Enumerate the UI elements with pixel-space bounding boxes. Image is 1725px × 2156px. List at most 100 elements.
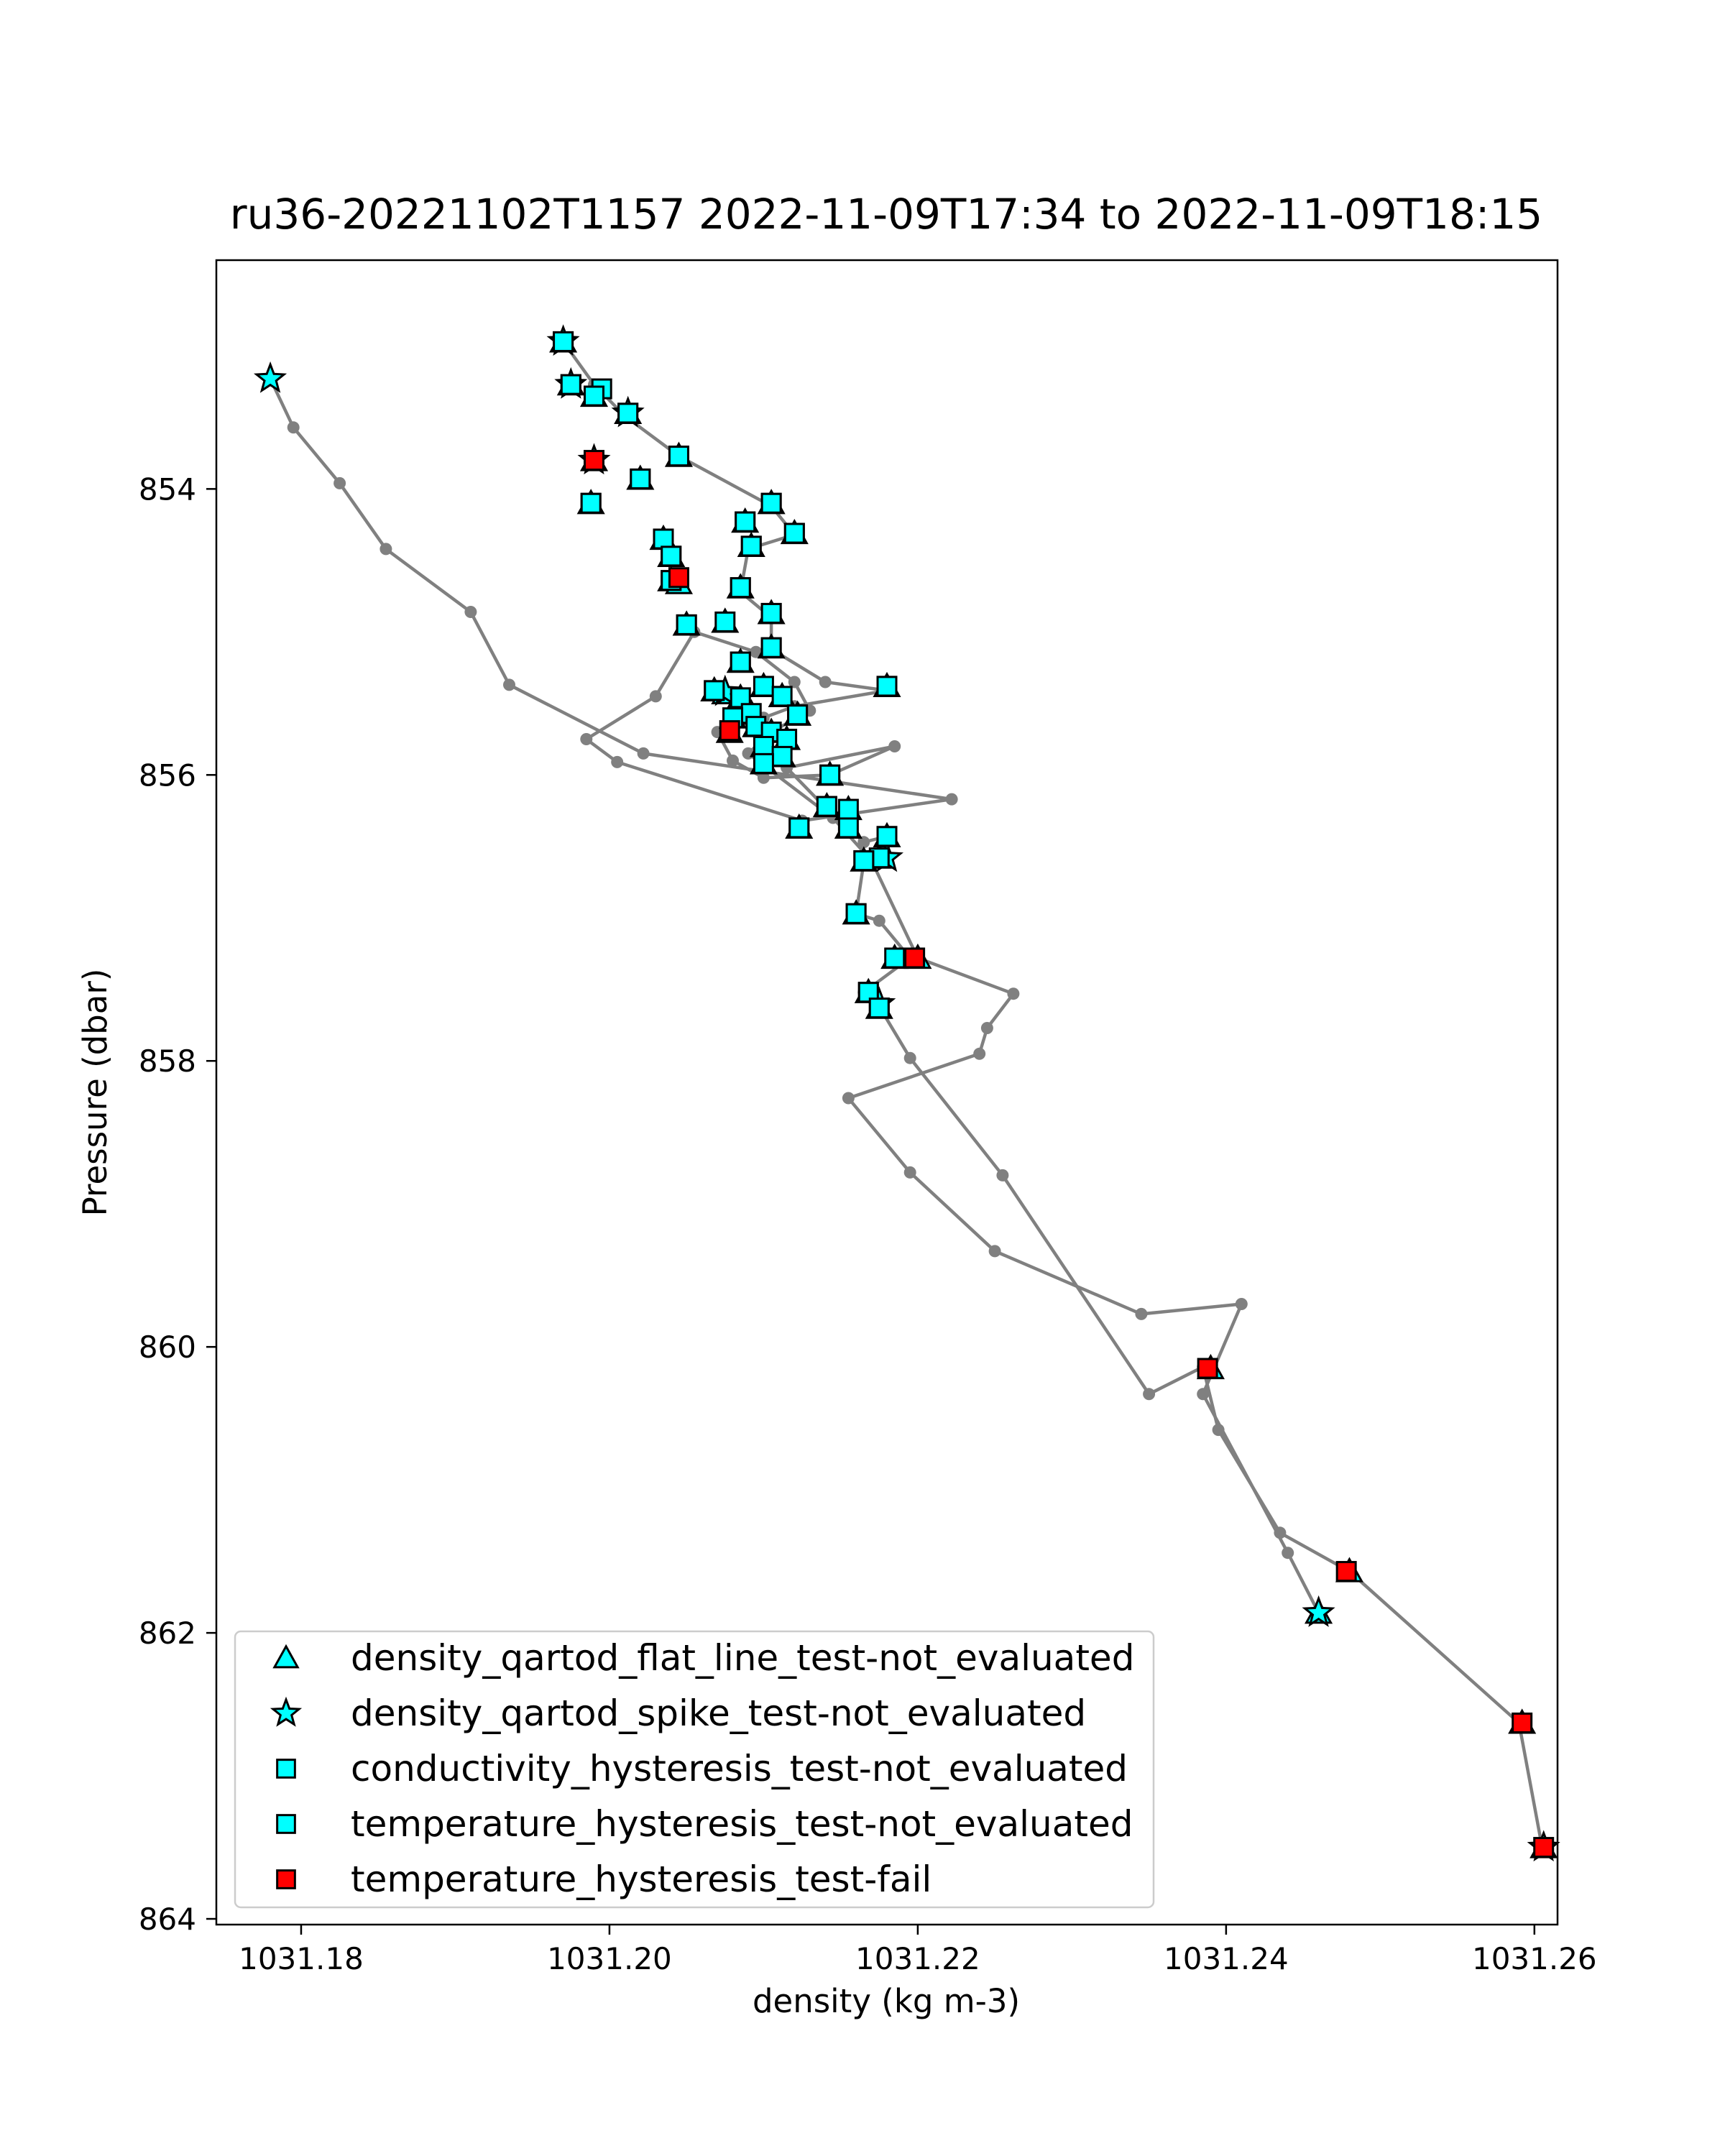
square-marker [776, 729, 798, 750]
square-marker [753, 735, 774, 757]
square-marker [845, 903, 867, 924]
profile-point [988, 1245, 1001, 1258]
legend-entry: temperature_hysteresis_test-not_evaluate… [351, 1803, 1133, 1845]
square-marker [1512, 1712, 1533, 1733]
series-4-markers [553, 331, 898, 1019]
profile-point [857, 836, 870, 849]
axes-frame [215, 259, 1559, 1926]
profile-point [788, 676, 801, 688]
profile-point [287, 421, 300, 434]
square-marker [580, 492, 602, 514]
legend-entry: temperature_hysteresis_test-fail [351, 1858, 932, 1900]
profile-point [727, 754, 739, 767]
legend-box [234, 1630, 1155, 1909]
profile-point [1274, 1526, 1287, 1539]
profile-point [464, 606, 477, 618]
square-marker [816, 796, 837, 817]
profile-point [873, 914, 886, 927]
legend-star-icon [270, 1696, 303, 1727]
square-marker [837, 817, 859, 839]
legend-entry: density_qartod_spike_test-not_evaluated [351, 1692, 1086, 1734]
square-marker [668, 446, 689, 467]
star-marker [253, 361, 288, 393]
square-marker [753, 676, 774, 697]
square-marker [760, 602, 782, 624]
y-tick-label: 860 [139, 1330, 196, 1365]
square-marker [719, 720, 740, 742]
y-axis: 854 856 858 860 862 864 [139, 471, 216, 1937]
square-marker [876, 676, 898, 697]
square-marker [787, 704, 809, 726]
square-marker [876, 826, 898, 847]
profile-point [1197, 1388, 1210, 1401]
profile-point [750, 645, 763, 658]
square-marker [553, 331, 574, 352]
x-tick-label: 1031.26 [1472, 1941, 1597, 1976]
square-marker [704, 680, 725, 701]
square-marker [1533, 1837, 1555, 1858]
profile-point [580, 733, 593, 745]
profile-point [757, 771, 770, 784]
profile-point [1143, 1388, 1156, 1401]
square-marker [884, 947, 906, 969]
profile-point [503, 678, 515, 691]
square-marker [760, 637, 782, 658]
square-marker [771, 745, 793, 767]
series-5-markers [583, 450, 1555, 1858]
profile-point [996, 1169, 1009, 1181]
y-tick-label: 856 [139, 757, 196, 793]
x-tick-label: 1031.22 [855, 1941, 980, 1976]
square-marker [617, 402, 639, 424]
x-tick-label: 1031.24 [1164, 1941, 1289, 1976]
legend-entry: conductivity_hysteresis_test-not_evaluat… [351, 1748, 1128, 1789]
profile-point [611, 755, 624, 768]
profile-point [380, 543, 392, 556]
data-series [253, 324, 1560, 1862]
profile-point [1235, 1298, 1248, 1310]
y-tick-label: 864 [139, 1902, 196, 1937]
square-marker [904, 947, 926, 969]
square-marker [560, 374, 581, 395]
square-marker [730, 577, 751, 599]
square-marker [653, 528, 674, 550]
y-tick-label: 854 [139, 471, 196, 507]
legend-square-icon [276, 1814, 296, 1834]
profile-point [945, 793, 958, 806]
square-marker [668, 567, 689, 589]
profile-point [973, 1047, 986, 1060]
square-marker [740, 535, 762, 557]
square-marker [783, 522, 805, 544]
y-axis-label: Pressure (dbar) [76, 969, 114, 1217]
square-marker [676, 614, 697, 635]
profile-point [819, 676, 832, 688]
star-marker [1302, 1595, 1335, 1627]
square-marker [730, 687, 751, 709]
profile-point [1135, 1307, 1148, 1320]
profile-point [903, 1166, 916, 1179]
square-marker [730, 651, 751, 673]
square-marker [771, 686, 793, 707]
square-marker [868, 998, 890, 1019]
legend-square-icon [276, 1759, 296, 1779]
x-axis-label: density (kg m-3) [753, 1982, 1020, 2020]
square-marker [714, 611, 736, 632]
y-tick-label: 858 [139, 1044, 196, 1079]
profile-point [1212, 1424, 1225, 1437]
profile-point [1282, 1547, 1294, 1560]
profile-point [1007, 987, 1020, 1000]
legend: density_qartod_flat_line_test-not_evalua… [234, 1630, 1155, 1909]
square-marker [853, 850, 875, 872]
profile-point [334, 476, 346, 489]
square-marker [1335, 1561, 1357, 1583]
square-marker [837, 798, 859, 820]
profile-point [842, 1092, 855, 1105]
chart-title: ru36-20221102T1157 2022-11-09T17:34 to 2… [230, 190, 1542, 239]
square-marker [753, 752, 774, 774]
square-marker [583, 450, 604, 471]
square-marker [583, 385, 604, 407]
x-tick-label: 1031.18 [239, 1941, 364, 1976]
square-marker [1197, 1358, 1218, 1379]
x-tick-label: 1031.20 [547, 1941, 672, 1976]
square-marker [819, 764, 841, 786]
